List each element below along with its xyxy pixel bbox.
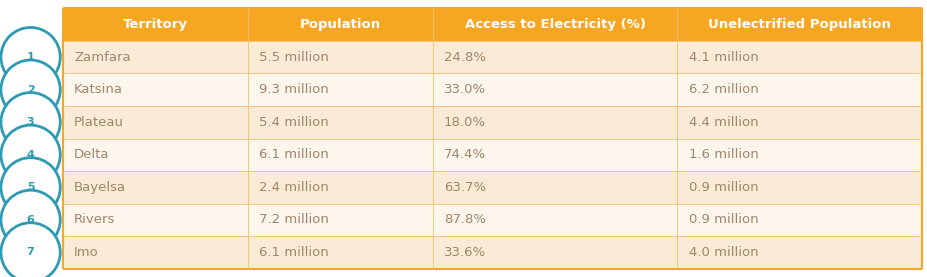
Ellipse shape xyxy=(1,60,60,119)
Bar xyxy=(248,204,433,236)
Bar xyxy=(248,41,433,73)
Ellipse shape xyxy=(1,93,60,152)
Text: 4.1 million: 4.1 million xyxy=(689,51,758,64)
Bar xyxy=(678,204,922,236)
Text: Delta: Delta xyxy=(74,148,109,161)
Text: 24.8%: 24.8% xyxy=(444,51,486,64)
Bar xyxy=(63,8,248,41)
Bar xyxy=(433,41,678,73)
Bar xyxy=(63,204,248,236)
Bar xyxy=(248,171,433,204)
Ellipse shape xyxy=(1,27,60,87)
Text: 74.4%: 74.4% xyxy=(444,148,486,161)
Text: 0.9 million: 0.9 million xyxy=(689,213,758,226)
Ellipse shape xyxy=(1,223,60,277)
Bar xyxy=(248,73,433,106)
Text: 5.5 million: 5.5 million xyxy=(259,51,329,64)
Text: 1.6 million: 1.6 million xyxy=(689,148,758,161)
Text: Katsina: Katsina xyxy=(74,83,123,96)
Text: 33.0%: 33.0% xyxy=(444,83,486,96)
Ellipse shape xyxy=(1,190,60,250)
Bar xyxy=(433,73,678,106)
Bar xyxy=(433,8,678,41)
Ellipse shape xyxy=(1,158,60,217)
Text: 7: 7 xyxy=(27,247,34,257)
Bar xyxy=(63,41,248,73)
Text: Plateau: Plateau xyxy=(74,116,124,129)
Text: Population: Population xyxy=(299,18,381,31)
Text: 63.7%: 63.7% xyxy=(444,181,486,194)
Text: 2: 2 xyxy=(27,85,34,95)
Bar xyxy=(248,106,433,138)
Text: 4.0 million: 4.0 million xyxy=(689,246,758,259)
Bar xyxy=(678,106,922,138)
Text: 5: 5 xyxy=(27,182,34,192)
Text: 4.4 million: 4.4 million xyxy=(689,116,758,129)
Bar xyxy=(63,73,248,106)
Text: 5.4 million: 5.4 million xyxy=(259,116,329,129)
Text: 87.8%: 87.8% xyxy=(444,213,486,226)
Bar xyxy=(248,236,433,269)
Bar xyxy=(248,8,433,41)
Text: 2.4 million: 2.4 million xyxy=(259,181,329,194)
Text: 33.6%: 33.6% xyxy=(444,246,486,259)
Text: 7.2 million: 7.2 million xyxy=(259,213,329,226)
Bar xyxy=(433,138,678,171)
Bar xyxy=(678,8,922,41)
Text: 6.1 million: 6.1 million xyxy=(259,148,329,161)
Bar xyxy=(63,236,248,269)
Text: Rivers: Rivers xyxy=(74,213,116,226)
Text: Unelectrified Population: Unelectrified Population xyxy=(708,18,892,31)
Text: Access to Electricity (%): Access to Electricity (%) xyxy=(464,18,645,31)
Bar xyxy=(248,138,433,171)
Text: Zamfara: Zamfara xyxy=(74,51,131,64)
Bar xyxy=(63,106,248,138)
Text: 6.1 million: 6.1 million xyxy=(259,246,329,259)
Bar xyxy=(678,138,922,171)
Text: Imo: Imo xyxy=(74,246,99,259)
Bar xyxy=(433,204,678,236)
Bar xyxy=(433,236,678,269)
Text: 1: 1 xyxy=(27,52,34,62)
Text: 6: 6 xyxy=(27,215,34,225)
Text: 0.9 million: 0.9 million xyxy=(689,181,758,194)
Text: 4: 4 xyxy=(27,150,34,160)
Text: 18.0%: 18.0% xyxy=(444,116,486,129)
Ellipse shape xyxy=(1,125,60,184)
Bar xyxy=(678,73,922,106)
Bar xyxy=(63,171,248,204)
Bar xyxy=(433,171,678,204)
Bar xyxy=(678,171,922,204)
Bar xyxy=(63,138,248,171)
Text: 6.2 million: 6.2 million xyxy=(689,83,758,96)
Text: Bayelsa: Bayelsa xyxy=(74,181,126,194)
Text: Territory: Territory xyxy=(123,18,188,31)
Bar xyxy=(433,106,678,138)
Text: 3: 3 xyxy=(27,117,34,127)
Text: 9.3 million: 9.3 million xyxy=(259,83,329,96)
Bar xyxy=(678,41,922,73)
Bar xyxy=(678,236,922,269)
